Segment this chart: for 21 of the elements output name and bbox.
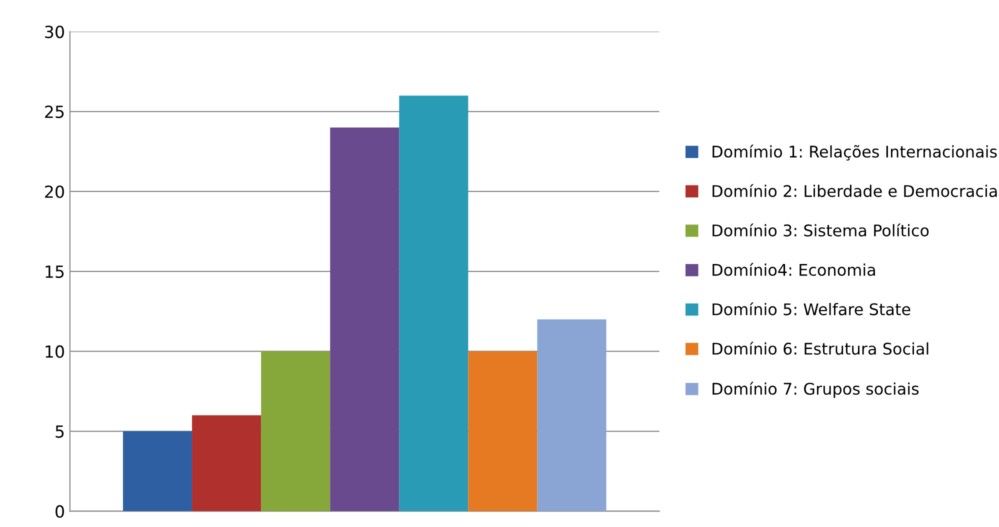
bar — [122, 431, 192, 512]
bar — [468, 351, 538, 512]
y-tick-label: 0 — [56, 505, 64, 518]
bar — [330, 128, 400, 512]
y-tick-label: 15 — [46, 266, 64, 278]
legend-label: Domínio 3: Sistema Político — [712, 224, 929, 236]
legend-label: Domímio 1: Relações Internacionais — [712, 144, 997, 161]
legend-label: Domínio4: Economia — [712, 262, 875, 276]
y-tick-label: 5 — [56, 425, 64, 438]
legend-label: Domínio 5: Welfare State — [712, 302, 910, 316]
legend-label: Domínio 7: Grupos sociais — [712, 382, 919, 398]
legend-label: Domínio 6: Estrutura Social — [712, 342, 928, 355]
y-tick-label: 10 — [46, 345, 64, 358]
bar — [399, 96, 468, 512]
y-tick-label: 20 — [45, 185, 64, 198]
bar — [192, 415, 262, 512]
legend-label: Domínio 2: Liberdade e Democracia — [712, 184, 997, 198]
bar — [261, 351, 330, 512]
bar — [537, 319, 606, 512]
y-tick-label: 30 — [45, 26, 64, 38]
y-tick-label: 25 — [45, 106, 64, 118]
